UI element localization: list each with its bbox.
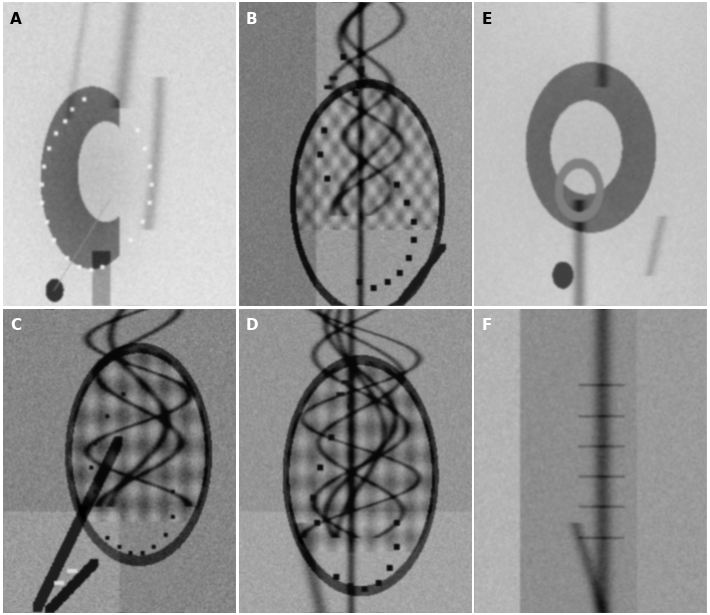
Text: B: B [246,12,257,26]
Text: F: F [481,318,491,333]
Text: E: E [481,12,491,26]
Text: D: D [246,318,258,333]
Text: C: C [10,318,21,333]
Text: A: A [10,12,21,26]
